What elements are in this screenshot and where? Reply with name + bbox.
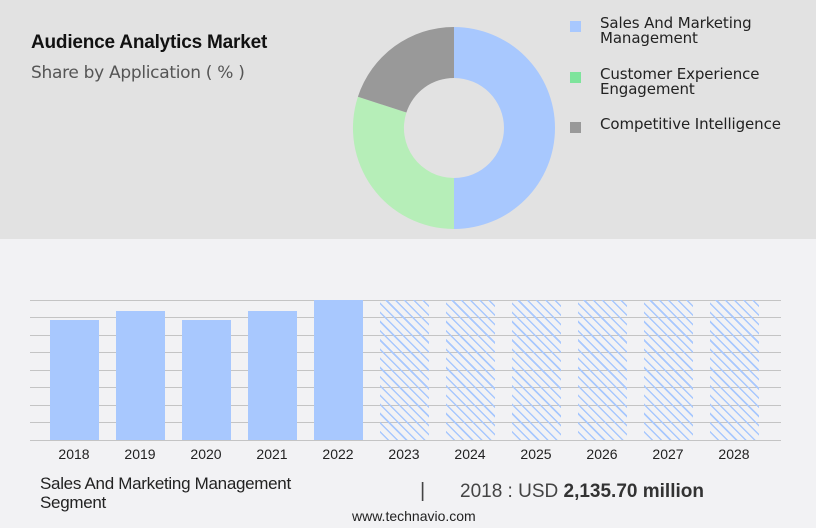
x-tick-label: 2026	[586, 446, 618, 462]
chart-subtitle: Share by Application ( % )	[31, 63, 245, 83]
x-tick-label: 2027	[652, 446, 684, 462]
bar-2018	[50, 320, 99, 440]
x-tick-label: 2018	[58, 446, 90, 462]
donut-chart	[352, 27, 555, 229]
legend-swatch-green	[570, 72, 581, 83]
donut-slice-sales-marketing	[454, 27, 555, 229]
legend-swatch-gray	[570, 122, 581, 133]
website-link[interactable]: www.technavio.com	[352, 508, 476, 524]
bar-2023-forecast	[380, 300, 429, 440]
segment-label: Sales And Marketing Management Segment	[40, 474, 291, 512]
bar-2024-forecast	[446, 300, 495, 440]
x-tick-label: 2020	[190, 446, 222, 462]
bar-2028-forecast	[710, 300, 759, 440]
gridline-baseline	[30, 440, 781, 441]
x-tick-label: 2024	[454, 446, 486, 462]
bar-2019	[116, 311, 165, 440]
bar-2022	[314, 300, 363, 440]
x-tick-label: 2019	[124, 446, 156, 462]
donut-slice-competitive-intelligence	[357, 27, 454, 113]
legend-label: Customer Experience Engagement	[600, 65, 760, 98]
segment-value: 2018 : USD 2,135.70 million	[460, 481, 704, 502]
chart-title: Audience Analytics Market	[31, 32, 268, 53]
legend-label: Sales And Marketing Management	[600, 14, 752, 47]
bar-2020	[182, 320, 231, 440]
bar-2025-forecast	[512, 300, 561, 440]
donut-slice-customer-experience	[352, 96, 454, 229]
x-tick-label: 2028	[718, 446, 750, 462]
x-tick-label: 2023	[388, 446, 420, 462]
bar-2026-forecast	[578, 300, 627, 440]
legend-label: Competitive Intelligence	[600, 115, 781, 133]
legend-swatch-blue	[570, 21, 581, 32]
x-tick-label: 2025	[520, 446, 552, 462]
footer-divider: |	[420, 480, 426, 502]
x-tick-label: 2021	[256, 446, 288, 462]
bar-2021	[248, 311, 297, 440]
bar-2027-forecast	[644, 300, 693, 440]
x-tick-label: 2022	[322, 446, 354, 462]
